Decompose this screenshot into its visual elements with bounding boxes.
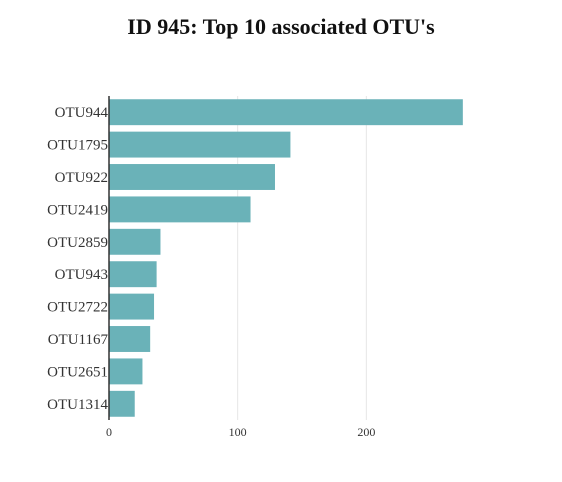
- category-label: OTU944: [55, 105, 109, 121]
- bar-otu1167[interactable]: [109, 326, 150, 352]
- x-tick-label: 200: [357, 425, 375, 439]
- bar-otu2651[interactable]: [109, 358, 142, 384]
- bar-otu943[interactable]: [109, 261, 157, 287]
- bar-otu944[interactable]: [109, 99, 463, 125]
- category-label: OTU922: [55, 170, 108, 186]
- bar-otu1795[interactable]: [109, 132, 290, 158]
- bar-otu1314[interactable]: [109, 391, 135, 417]
- category-label: OTU943: [55, 267, 108, 283]
- category-labels: OTU944 OTU1795 OTU922 OTU2419 OTU2859 OTU943 O…: [47, 105, 108, 413]
- category-label: OTU1167: [48, 332, 109, 348]
- x-tick-label: 100: [229, 425, 247, 439]
- bar-otu2722[interactable]: [109, 294, 154, 320]
- bar-otu922[interactable]: [109, 164, 275, 190]
- category-label: OTU2722: [47, 300, 108, 316]
- bar-otu2419[interactable]: [109, 196, 251, 222]
- category-label: OTU1795: [47, 138, 108, 154]
- category-label: OTU2859: [47, 235, 108, 251]
- category-label: OTU2651: [47, 364, 108, 380]
- category-label: OTU1314: [47, 397, 108, 413]
- x-tick-labels: 0 100 200: [106, 425, 375, 439]
- bars: [109, 99, 463, 417]
- bar-otu2859[interactable]: [109, 229, 160, 255]
- x-tick-label: 0: [106, 425, 112, 439]
- category-label: OTU2419: [47, 202, 108, 218]
